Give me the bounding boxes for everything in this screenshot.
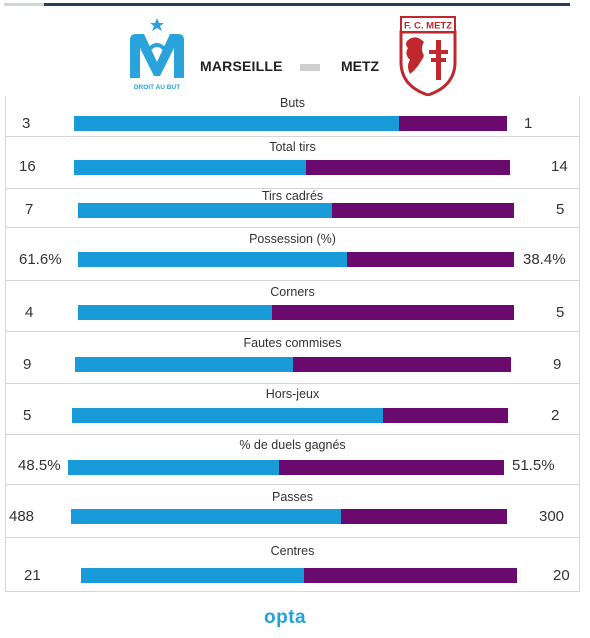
stat-value-away: 51.5%	[512, 457, 555, 474]
stat-bar-away	[383, 408, 508, 423]
stat-bar-home	[78, 203, 333, 218]
marseille-logo-text: DROIT AU BUT	[134, 84, 180, 91]
away-team-name: METZ	[341, 58, 380, 74]
stat-value-home: 3	[22, 115, 31, 132]
stat-label: Buts	[279, 96, 305, 110]
stat-label: % de duels gagnés	[239, 438, 346, 452]
stat-bar-home	[81, 568, 305, 583]
stat-bar	[81, 568, 517, 583]
stat-value-away: 38.4%	[523, 251, 566, 268]
stat-bar-home	[72, 408, 384, 423]
stat-value-away: 1	[524, 115, 533, 132]
stat-label: Possession (%)	[249, 232, 336, 246]
stat-bar-away	[293, 357, 511, 372]
metz-logo-icon: F. C. METZ	[399, 16, 457, 96]
stat-label: Fautes commises	[243, 336, 342, 350]
stat-value-away: 5	[556, 304, 565, 321]
stat-bar	[74, 116, 507, 131]
stat-bar	[72, 408, 508, 423]
stat-value-home: 16	[19, 158, 36, 175]
stat-value-away: 2	[551, 407, 560, 424]
stat-value-home: 61.6%	[19, 251, 62, 268]
stat-bar	[71, 509, 507, 524]
stat-bar	[74, 160, 510, 175]
stat-row: Passes 488 300	[6, 485, 579, 538]
stat-bar-home	[74, 160, 307, 175]
match-header: DROIT AU BUT MARSEILLE METZ F. C. METZ	[0, 14, 590, 98]
stat-bar-home	[75, 357, 293, 372]
stat-bar-home	[68, 460, 280, 475]
stat-value-away: 20	[553, 567, 570, 584]
stat-bar-away	[398, 116, 507, 131]
stat-value-home: 48.5%	[18, 457, 61, 474]
stat-value-home: 4	[25, 304, 34, 321]
stat-label: Hors-jeux	[265, 387, 320, 401]
stat-value-home: 5	[23, 407, 32, 424]
stat-bar	[75, 357, 511, 372]
stat-row: Hors-jeux 5 2	[6, 384, 579, 435]
stat-bar-away	[340, 509, 507, 524]
home-team-name: MARSEILLE	[200, 58, 283, 74]
stat-label: Total tirs	[269, 140, 316, 154]
stat-bar	[68, 460, 504, 475]
stat-bar-away	[306, 160, 510, 175]
stat-bar	[78, 305, 514, 320]
stat-row: Possession (%) 61.6% 38.4%	[6, 228, 579, 281]
metz-logo-text: F. C. METZ	[404, 21, 452, 32]
stat-row: Fautes commises 9 9	[6, 332, 579, 384]
stat-row: Tirs cadrés 7 5	[6, 189, 579, 228]
stat-label: Centres	[270, 544, 315, 558]
stat-value-home: 488	[9, 508, 35, 525]
stat-bar-away	[304, 568, 517, 583]
stat-value-away: 300	[539, 508, 565, 525]
stat-value-away: 9	[553, 356, 562, 373]
stat-bar-away	[271, 305, 514, 320]
stat-bar-home	[78, 252, 347, 267]
stat-bar-home	[78, 305, 272, 320]
stat-value-away: 14	[551, 158, 568, 175]
stat-bar-away	[346, 252, 514, 267]
stat-value-away: 5	[556, 201, 565, 218]
stat-value-home: 7	[25, 201, 34, 218]
opta-brand: opta	[264, 607, 307, 628]
stat-bar-home	[74, 116, 399, 131]
stat-bar-away	[279, 460, 504, 475]
versus-separator	[300, 64, 320, 71]
stat-bar	[78, 203, 514, 218]
stat-label: Tirs cadrés	[261, 189, 324, 203]
top-divider	[4, 3, 570, 6]
marseille-logo-icon: DROIT AU BUT	[130, 18, 184, 91]
stat-bar-away	[332, 203, 514, 218]
stat-value-home: 21	[24, 567, 41, 584]
stat-value-home: 9	[23, 356, 32, 373]
stat-label: Passes	[272, 490, 313, 504]
stats-table: Buts 3 1 Total tirs 16 14 Tirs cadrés 7 5 Possess…	[5, 96, 580, 592]
stat-row: Centres 21 20	[6, 538, 579, 592]
stat-label: Corners	[270, 285, 315, 299]
stat-row: Corners 4 5	[6, 281, 579, 332]
stat-bar-home	[71, 509, 341, 524]
stat-row: Buts 3 1	[6, 96, 579, 137]
stat-row: Total tirs 16 14	[6, 137, 579, 189]
stat-row: % de duels gagnés 48.5% 51.5%	[6, 435, 579, 485]
stat-bar	[78, 252, 514, 267]
